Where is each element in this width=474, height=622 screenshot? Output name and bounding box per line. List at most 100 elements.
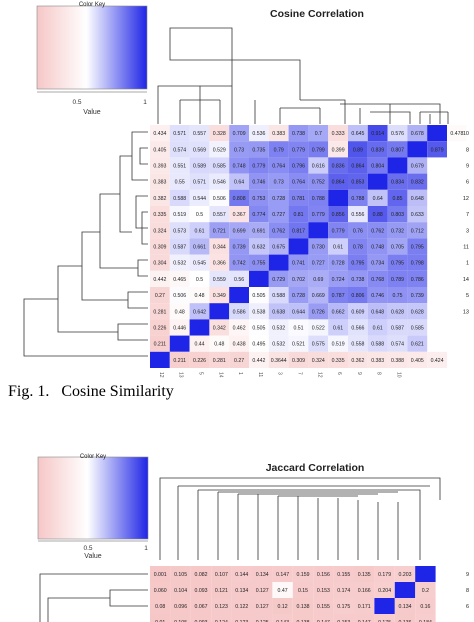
heatmap-cell-value: 0.093 xyxy=(195,620,208,622)
heatmap-cell-value: 0.558 xyxy=(351,342,364,348)
heatmap-cell xyxy=(348,270,368,287)
heatmap-cell-value: 0.89 xyxy=(353,147,363,153)
heatmap-cell-value: 0.3644 xyxy=(271,358,287,364)
heatmap-cell-value: 0.122 xyxy=(235,604,248,610)
dendrogram-branch xyxy=(119,155,132,233)
heatmap-cell-value: 0.788 xyxy=(351,196,364,202)
heatmap-cell xyxy=(209,222,230,239)
heatmap-cell-value: 0.808 xyxy=(233,196,246,202)
heatmap-cell xyxy=(170,598,191,614)
heatmap-cell xyxy=(268,157,289,174)
heatmap-cell xyxy=(150,157,170,174)
row-label: 6 xyxy=(466,604,469,610)
heatmap-cell xyxy=(367,351,388,368)
heatmap-cell xyxy=(427,351,447,368)
heatmap-cell xyxy=(288,254,309,271)
heatmap-cell-value: 0.08 xyxy=(155,604,165,610)
heatmap-cell-value: 0.546 xyxy=(213,180,226,186)
heatmap-cell-value: 0.856 xyxy=(332,212,345,218)
heatmap-cell xyxy=(189,238,210,255)
heatmap-cell xyxy=(249,125,269,142)
heatmap-cell xyxy=(209,125,230,142)
heatmap-cell xyxy=(209,351,230,368)
heatmap-cell-value: 0.405 xyxy=(411,358,424,364)
heatmap-cell xyxy=(150,287,170,304)
heatmap-cell-value: 0.127 xyxy=(256,604,269,610)
heatmap-cell-value: 0.616 xyxy=(312,164,325,170)
heatmap-cell-value: 0.803 xyxy=(391,212,404,218)
dendrogram-branch xyxy=(47,597,110,622)
heatmap-cell xyxy=(348,351,368,368)
heatmap-cell-value: 0.566 xyxy=(351,326,364,332)
dendrogram-branch xyxy=(81,231,128,301)
heatmap-cell xyxy=(367,173,388,190)
heatmap-cell xyxy=(169,319,190,336)
heatmap-cell-value: 1 xyxy=(404,588,407,594)
figure1-heatmap: 0.434 0.571 0.557 0.328 0.709 0.536 0.383 0.738… xyxy=(150,125,467,368)
heatmap-cell xyxy=(209,303,230,320)
heatmap-cell-value: 0.324 xyxy=(153,228,166,234)
heatmap-cell xyxy=(268,173,289,190)
heatmap-cell xyxy=(367,319,388,336)
heatmap-cell xyxy=(348,206,368,223)
heatmap-cell-value: 0.179 xyxy=(378,572,391,578)
heatmap-cell xyxy=(367,157,388,174)
heatmap-cell xyxy=(249,351,269,368)
heatmap-cell xyxy=(170,566,191,582)
column-label: 8 xyxy=(376,372,382,375)
heatmap-cell-value: 0.5 xyxy=(196,277,203,283)
heatmap-cell-value: 0.44 xyxy=(194,342,204,348)
heatmap-cell-value: 0.48 xyxy=(194,293,204,299)
heatmap-cell xyxy=(367,254,388,271)
dendrogram-branch xyxy=(39,573,148,622)
heatmap-cell-value: 0.644 xyxy=(292,309,305,315)
heatmap-cell xyxy=(348,125,368,142)
heatmap-cell-value: 0.728 xyxy=(332,261,345,267)
heatmap-cell xyxy=(308,222,329,239)
heatmap-cell-value: 0.795 xyxy=(411,245,424,251)
heatmap-cell-value: 0.571 xyxy=(193,180,206,186)
heatmap-cell xyxy=(268,125,289,142)
heatmap-cell-value: 0.589 xyxy=(193,164,206,170)
heatmap-cell xyxy=(415,598,436,614)
heatmap-cell xyxy=(229,157,249,174)
heatmap-cell xyxy=(292,614,314,622)
heatmap-cell xyxy=(268,141,289,158)
column-label: 7 xyxy=(297,372,303,375)
heatmap-cell-value: 0.61 xyxy=(373,326,383,332)
heatmap-cell xyxy=(308,173,329,190)
heatmap-cell xyxy=(407,303,428,320)
heatmap-cell xyxy=(394,598,416,614)
heatmap-cell-value: 0.679 xyxy=(411,164,424,170)
heatmap-cell-value: 0.105 xyxy=(174,572,187,578)
heatmap-cell xyxy=(288,270,309,287)
dendrogram-branch xyxy=(117,323,148,341)
heatmap-cell xyxy=(189,189,210,206)
heatmap-cell xyxy=(169,206,190,223)
heatmap-cell xyxy=(374,566,395,582)
heatmap-cell-value: 0.532 xyxy=(272,342,285,348)
heatmap-cell xyxy=(387,287,408,304)
heatmap-cell-value: 0.798 xyxy=(411,261,424,267)
heatmap-cell xyxy=(313,598,334,614)
heatmap-cell xyxy=(328,335,348,352)
heatmap-cell xyxy=(211,614,232,622)
dendrogram-branch xyxy=(137,259,148,277)
heatmap-cell xyxy=(252,566,273,582)
heatmap-cell xyxy=(211,582,232,598)
heatmap-cell-value: 0.538 xyxy=(252,309,265,315)
heatmap-cell-value: 0.588 xyxy=(371,342,384,348)
heatmap-cell-value: 0.328 xyxy=(213,131,226,137)
heatmap-cell-value: 0.789 xyxy=(391,277,404,283)
heatmap-cell xyxy=(407,157,428,174)
heatmap-cell-value: 0.557 xyxy=(213,212,226,218)
heatmap-cell xyxy=(150,270,170,287)
heatmap-cell xyxy=(249,157,269,174)
heatmap-cell-value: 0.55 xyxy=(175,180,185,186)
heatmap-cell-value: 0.662 xyxy=(332,309,345,315)
row-label: 14 xyxy=(463,277,469,283)
heatmap-cell-value: 0.532 xyxy=(272,326,285,332)
heatmap-cell xyxy=(249,189,269,206)
column-label: 12 xyxy=(158,372,164,378)
column-label: 6 xyxy=(336,372,342,375)
